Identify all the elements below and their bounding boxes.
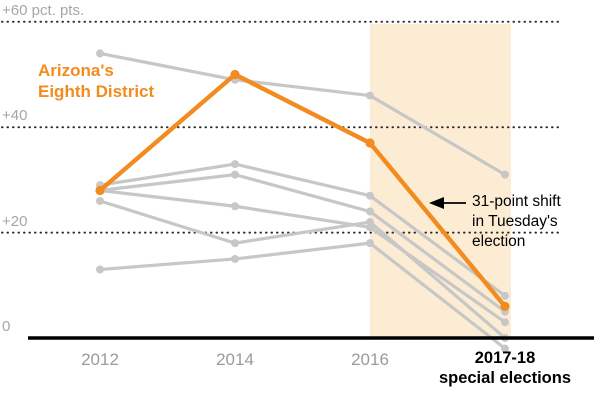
series-line-other-district-3 xyxy=(98,173,507,314)
x-tick-label-special-elections: 2017-18 special elections xyxy=(438,349,572,387)
series-point-other-district-6 xyxy=(96,265,104,274)
y-tick-label-20: +20 xyxy=(2,213,28,230)
y-tick-label-60: +60 pct. pts. xyxy=(2,2,85,19)
series-point-other-district-6 xyxy=(501,344,509,353)
x-tick-label-2012: 2012 xyxy=(81,350,119,369)
series-point-highlight xyxy=(230,69,240,80)
series-point-other-district-5 xyxy=(231,239,239,248)
series-point-other-district-3 xyxy=(366,207,374,216)
series-line-other-district-6 xyxy=(98,241,507,351)
series-line-other-district-4 xyxy=(98,188,507,324)
series-line-other-district-2 xyxy=(98,162,507,298)
series-point-other-district-4 xyxy=(231,202,239,211)
y-tick-label-0: 0 xyxy=(2,318,11,335)
series-point-other-district-2 xyxy=(501,291,509,300)
highlight-series-label: Arizona's Eighth District xyxy=(38,61,155,101)
series-point-highlight xyxy=(95,185,105,196)
series-point-other-district-4 xyxy=(501,318,509,327)
series-line-highlight xyxy=(97,72,508,309)
series-line-other-district-5 xyxy=(98,199,507,340)
annotation-arrow-head xyxy=(429,197,444,209)
y-tick-label-40: +40 xyxy=(2,107,28,124)
annotation-31-point-shift: 31-point shift in Tuesday's election xyxy=(472,193,561,250)
series-point-other-district-2 xyxy=(366,191,374,200)
x-tick-label-2014: 2014 xyxy=(216,350,254,369)
x-tick-label-2016: 2016 xyxy=(351,350,389,369)
series-point-highlight xyxy=(365,138,375,148)
series-point-other-district-2 xyxy=(231,160,239,169)
series-point-other-district-3 xyxy=(231,170,239,179)
series-point-other-district-6 xyxy=(231,254,239,263)
series-line-other-district-1 xyxy=(98,51,507,177)
series-point-other-district-1 xyxy=(366,91,374,100)
series-point-other-district-6 xyxy=(366,239,374,248)
series-point-other-district-1 xyxy=(501,170,509,179)
series-point-other-district-5 xyxy=(366,218,374,227)
series-point-highlight xyxy=(500,301,510,311)
series-point-other-district-5 xyxy=(96,196,104,205)
series-point-other-district-1 xyxy=(96,49,104,58)
